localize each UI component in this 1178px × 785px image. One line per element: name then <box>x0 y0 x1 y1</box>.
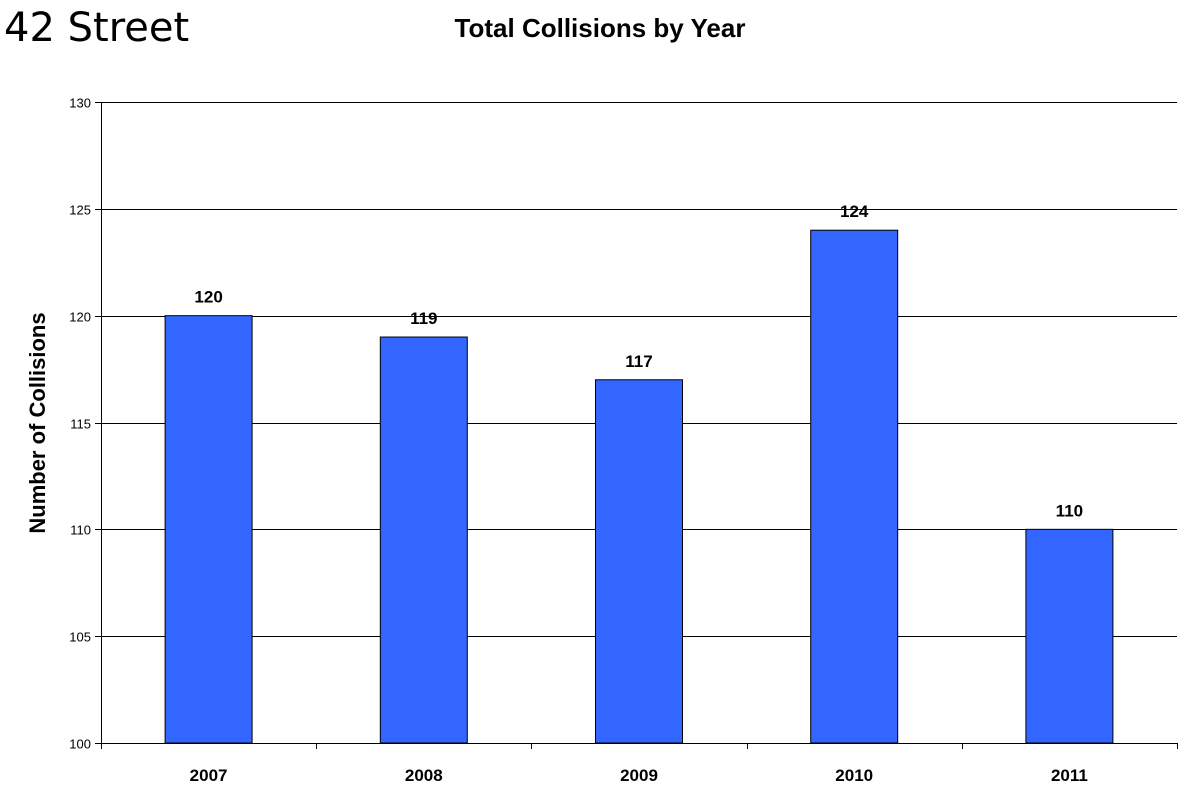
data-label: 117 <box>625 352 652 371</box>
y-tick-label: 120 <box>69 310 91 325</box>
y-tick-label: 100 <box>69 737 91 752</box>
data-label: 119 <box>410 309 437 328</box>
data-label: 120 <box>194 288 222 307</box>
x-tick-label: 2009 <box>620 766 658 785</box>
x-tick-label: 2011 <box>1051 766 1088 785</box>
y-tick-label: 110 <box>70 523 91 538</box>
y-tick-label: 130 <box>69 96 91 111</box>
bars <box>164 229 1114 744</box>
x-tick-label: 2007 <box>190 766 228 785</box>
y-axis-label: Number of Collisions <box>25 312 50 533</box>
x-tick-label: 2008 <box>405 766 443 785</box>
bar-2009 <box>595 379 683 744</box>
y-tick-label: 125 <box>69 203 91 218</box>
data-label: 124 <box>840 202 869 221</box>
y-tick-labels: 100 105 110 115 120 125 130 <box>69 96 91 752</box>
chart-title: Total Collisions by Year <box>455 13 746 43</box>
bar-2007 <box>164 315 253 744</box>
y-tick-label: 115 <box>70 417 91 432</box>
x-tick-label: 2010 <box>835 766 873 785</box>
bar-2010 <box>810 229 899 744</box>
axes <box>95 102 1178 749</box>
data-labels: 120 119 117 124 110 <box>194 202 1083 520</box>
bar-2011 <box>1025 528 1114 744</box>
y-tick-label: 105 <box>69 630 91 645</box>
bar-2008 <box>379 336 468 744</box>
x-tick-labels: 2007 2008 2009 2010 2011 <box>190 766 1088 785</box>
page-heading: 42 Street <box>4 5 190 51</box>
data-label: 110 <box>1056 501 1083 520</box>
